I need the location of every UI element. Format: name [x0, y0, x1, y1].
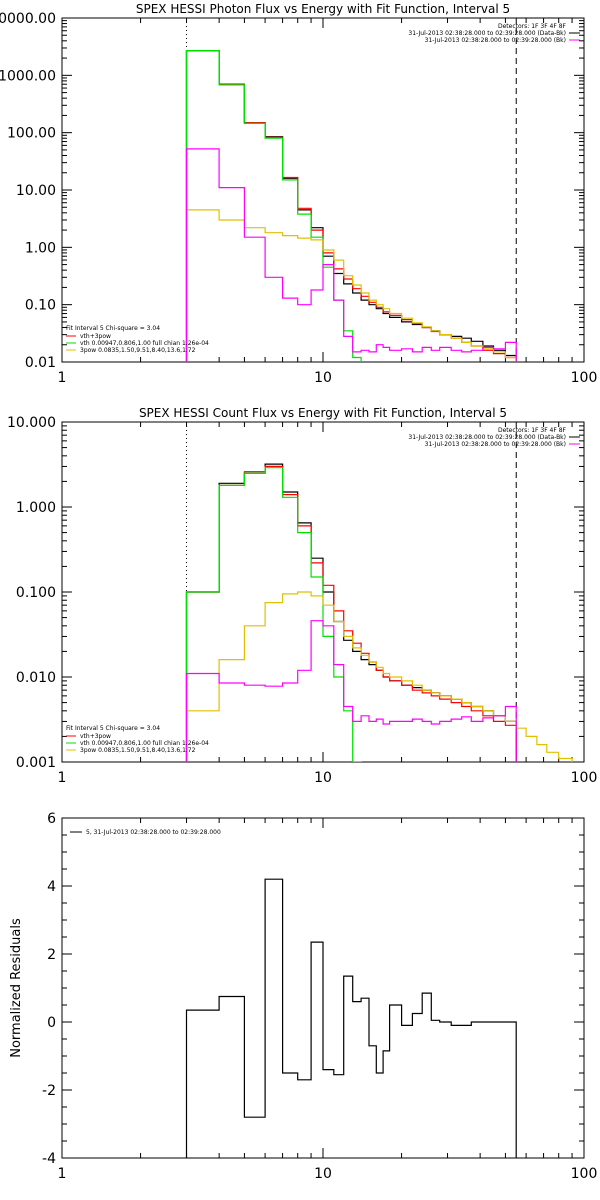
- y-tick-label: 4: [47, 879, 56, 895]
- x-tick-label: 100: [571, 770, 598, 786]
- chart-panel-3: 1 10 100 -4 -2 0 2 4 6 Normalized Residuals 5, 31-…: [9, 811, 597, 1182]
- legend-label: 3pow 0.0835,1.50,9.51,8.40,13.6,1.72: [80, 347, 196, 354]
- legend-label: vth+3pow: [80, 333, 111, 340]
- legend-label: vth+3pow: [80, 733, 111, 740]
- y-axis-label: Normalized Residuals: [9, 918, 24, 1058]
- y-tick-label: 0.001: [16, 755, 56, 771]
- x-tick-label: 100: [571, 1166, 598, 1182]
- y-tick-label: 2: [47, 947, 56, 963]
- x-tick-label: 1: [58, 370, 67, 386]
- y-tick-label: 0.100: [16, 585, 56, 601]
- x-ticks: [61, 18, 573, 362]
- legend-label: vth 0.00947,0.806,1.00 full chian 1.26e-…: [80, 740, 209, 747]
- x-ticks: [61, 422, 573, 762]
- y-tick-label: 0.10: [25, 298, 56, 314]
- legend-title: Fit Interval 5 Chi-square = 3.04: [66, 325, 160, 332]
- x-tick-label: 10: [314, 770, 332, 786]
- y-tick-label: 6: [47, 811, 56, 827]
- y-tick-label: 0.010: [16, 670, 56, 686]
- series-group: [185, 878, 517, 1158]
- y-tick-label: 1000.00: [0, 68, 56, 84]
- header-text: Detectors: 1F 3F 4F 8F: [498, 23, 567, 30]
- header-text: 31-Jul-2013 02:38:28.000 to 02:39:28.000…: [425, 441, 566, 448]
- y-ticks: [62, 817, 584, 1159]
- y-tick-label: 0.01: [25, 355, 56, 371]
- series-line-bk: [185, 620, 517, 762]
- legend-label: 3pow 0.0835,1.50,9.51,8.40,13.6,1.72: [80, 747, 196, 754]
- x-tick-label: 10: [314, 1166, 332, 1182]
- series-line-vth: [185, 467, 517, 762]
- header-text: 31-Jul-2013 02:38:28.000 to 02:39:28.000…: [408, 434, 566, 441]
- plot-frame: [61, 17, 585, 363]
- chart-panel-2: SPEX HESSI Count Flux vs Energy with Fit…: [7, 406, 598, 786]
- legend-title: Fit Interval 5 Chi-square = 3.04: [66, 725, 160, 732]
- header-text: Detectors: 1F 3F 4F 8F: [498, 427, 567, 434]
- series-line-3pow: [185, 209, 517, 362]
- series-line-vth-3pow: [185, 465, 517, 762]
- y-tick-label: -4: [42, 1151, 56, 1167]
- series-line-vth: [185, 50, 517, 362]
- chart-panel-1: SPEX HESSI Photon Flux vs Energy with Fi…: [0, 2, 598, 386]
- x-tick-label: 1: [58, 1166, 67, 1182]
- x-tick-label: 1: [58, 770, 67, 786]
- y-tick-label: 0: [47, 1015, 56, 1031]
- series-line-3pow: [185, 591, 573, 762]
- series-group: [185, 50, 517, 362]
- y-tick-label: -2: [42, 1083, 56, 1099]
- x-ticks: [61, 818, 573, 1158]
- header-text: 31-Jul-2013 02:38:28.000 to 02:39:28.000…: [425, 37, 566, 44]
- x-tick-label: 10: [314, 370, 332, 386]
- y-ticks: [62, 17, 584, 363]
- chart-title: SPEX HESSI Photon Flux vs Energy with Fi…: [136, 2, 510, 16]
- series-group: [185, 463, 573, 762]
- y-tick-label: 100.00: [7, 126, 56, 142]
- y-tick-label: 1.00: [25, 240, 56, 256]
- y-ticks: [62, 421, 584, 763]
- series-line-data-bk: [185, 50, 517, 362]
- y-tick-label: 10.000: [7, 415, 56, 431]
- x-tick-label: 100: [571, 370, 598, 386]
- legend-label: 5, 31-Jul-2013 02:38:28.000 to 02:39:28.…: [86, 829, 221, 836]
- y-tick-label: 10000.00: [0, 11, 56, 27]
- y-tick-label: 10.00: [16, 183, 56, 199]
- chart-title: SPEX HESSI Count Flux vs Energy with Fit…: [139, 406, 507, 420]
- series-line-vth-3pow: [185, 50, 517, 362]
- header-text: 31-Jul-2013 02:38:28.000 to 02:39:28.000…: [408, 30, 566, 37]
- y-tick-label: 1.000: [16, 500, 56, 516]
- series-line-residuals: [185, 878, 517, 1158]
- series-line-bk: [185, 148, 517, 362]
- legend-label: vth 0.00947,0.806,1.00 full chian 1.26e-…: [80, 340, 209, 347]
